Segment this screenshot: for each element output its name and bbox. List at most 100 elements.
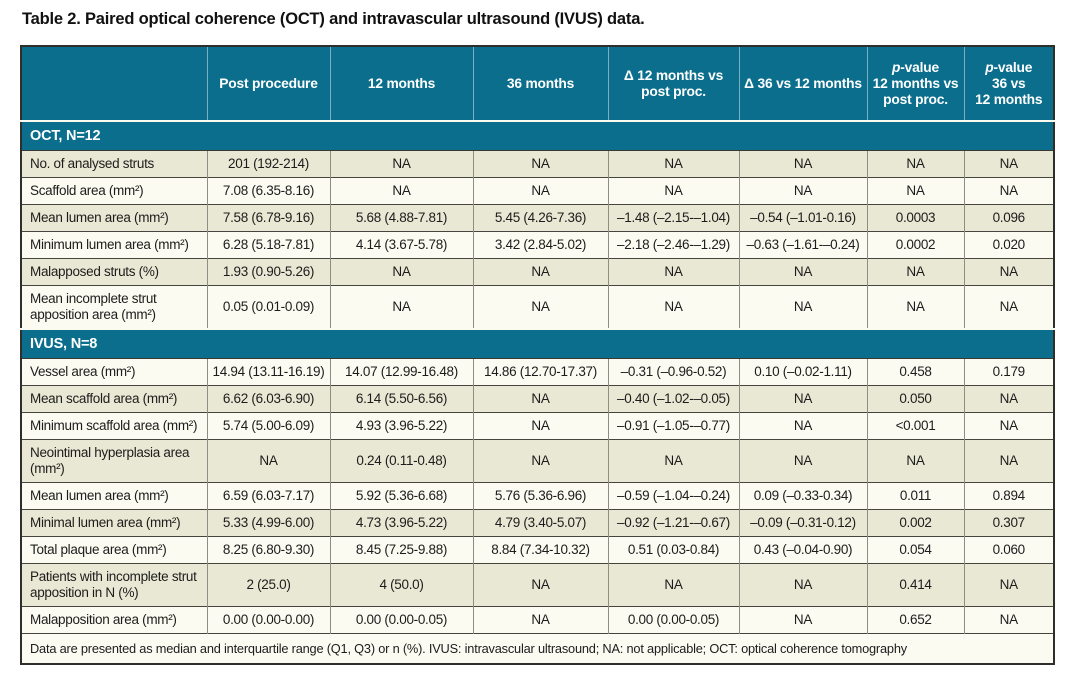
table-cell: NA [472,150,608,178]
table-cell: 0.00 (0.00-0.05) [607,606,739,634]
table-cell: 0.011 [866,482,964,510]
table-cell: 4 (50.0) [329,563,473,607]
row-label: Minimum lumen area (mm²) [21,231,207,259]
table-cell: 8.25 (6.80-9.30) [206,536,330,564]
table-cell: –0.54 (–1.01-0.16) [738,204,867,232]
footnote-row: Data are presented as median and interqu… [21,633,1054,664]
table-row: No. of analysed struts 201 (192-214) NA NA N… [21,150,1054,178]
table-cell: NA [472,563,608,607]
table-cell: –0.40 (–1.02-–0.05) [607,385,739,413]
table-row: Vessel area (mm²) 14.94 (13.11-16.19) 14.0… [21,358,1054,386]
table-row: Malapposed struts (%) 1.93 (0.90-5.26) NA N… [21,258,1054,286]
table-cell: NA [738,606,867,634]
table-cell: 2 (25.0) [206,563,330,607]
table-cell: 0.020 [963,231,1054,259]
row-label: Mean scaffold area (mm²) [21,385,207,413]
section-header-row: IVUS, N=8 [21,328,1054,359]
table-cell: 4.14 (3.67-5.78) [329,231,473,259]
table-cell: 0.51 (0.03-0.84) [607,536,739,564]
table-cell: 7.08 (6.35-8.16) [206,177,330,205]
table-cell: NA [866,150,964,178]
table-cell: NA [472,385,608,413]
table-cell: NA [963,606,1054,634]
table-cell: –0.31 (–0.96-0.52) [607,358,739,386]
row-label: Neointimal hyperplasia area (mm²) [21,439,207,483]
table-cell: NA [607,439,739,483]
table-cell: 0.00 (0.00-0.05) [329,606,473,634]
table-row: Total plaque area (mm²) 8.25 (6.80-9.30) 8… [21,536,1054,564]
col-header-label: p-value [985,59,1033,75]
table-cell: <0.001 [866,412,964,440]
col-header-label: 12 months vs [872,75,959,91]
col-header-pvalue-36-vs-12: p-value 36 vs 12 months [963,46,1054,121]
table-cell: 0.307 [963,509,1054,537]
table-cell: 0.00 (0.00-0.00) [206,606,330,634]
table-cell: 5.68 (4.88-7.81) [329,204,473,232]
table-cell: NA [472,258,608,286]
table-cell: NA [738,563,867,607]
table-cell: 1.93 (0.90-5.26) [206,258,330,286]
table-cell: 0.652 [866,606,964,634]
table-cell: 8.84 (7.34-10.32) [472,536,608,564]
table-cell: NA [963,412,1054,440]
row-label: Malapposed struts (%) [21,258,207,286]
header-row: Post procedure 12 months 36 months Δ 12 … [21,46,1054,121]
table-cell: NA [738,177,867,205]
table-cell: 0.096 [963,204,1054,232]
table-cell: 3.42 (2.84-5.02) [472,231,608,259]
row-label: Mean lumen area (mm²) [21,482,207,510]
table-cell: –1.48 (–2.15-–1.04) [607,204,739,232]
table-cell: –0.63 (–1.61-–0.24) [738,231,867,259]
table-cell: 5.33 (4.99-6.00) [206,509,330,537]
table-cell: NA [329,150,473,178]
table-cell: 0.414 [866,563,964,607]
table-cell: 6.62 (6.03-6.90) [206,385,330,413]
table-cell: 0.10 (–0.02-1.11) [738,358,867,386]
col-header-label: Δ 36 vs 12 months [744,75,862,91]
col-header-label: 36 vs [991,75,1026,91]
table-cell: NA [738,285,867,329]
table-cell: –0.91 (–1.05-–0.77) [607,412,739,440]
table-cell: –2.18 (–2.46-–1.29) [607,231,739,259]
col-header-label: 12 months [975,91,1043,107]
col-header-parameter [21,46,207,121]
table-cell: NA [329,177,473,205]
table-cell: NA [206,439,330,483]
table-cell: –0.92 (–1.21-–0.67) [607,509,739,537]
table-cell: NA [963,385,1054,413]
table-cell: NA [472,439,608,483]
table-cell: 14.07 (12.99-16.48) [329,358,473,386]
table-cell: 6.14 (5.50-6.56) [329,385,473,413]
row-label: Minimal lumen area (mm²) [21,509,207,537]
table-row: Minimal lumen area (mm²) 5.33 (4.99-6.00)… [21,509,1054,537]
table-row: Mean scaffold area (mm²) 6.62 (6.03-6.90)… [21,385,1054,413]
table-cell: –0.09 (–0.31-0.12) [738,509,867,537]
col-header-12-months: 12 months [329,46,473,121]
table-cell: 0.09 (–0.33-0.34) [738,482,867,510]
table-cell: 4.93 (3.96-5.22) [329,412,473,440]
table-cell: NA [329,258,473,286]
table-cell: NA [866,258,964,286]
table-row: Neointimal hyperplasia area (mm²) NA 0.24 … [21,439,1054,483]
section-title: OCT, N=12 [21,120,1054,151]
table-cell: NA [963,439,1054,483]
table-cell: 0.05 (0.01-0.09) [206,285,330,329]
table-cell: NA [607,258,739,286]
table-cell: 5.76 (5.36-6.96) [472,482,608,510]
table-cell: 0.43 (–0.04-0.90) [738,536,867,564]
section-title: IVUS, N=8 [21,328,1054,359]
section-header-row: OCT, N=12 [21,120,1054,151]
row-label: Mean lumen area (mm²) [21,204,207,232]
table-cell: NA [472,177,608,205]
table-cell: 0.894 [963,482,1054,510]
table-cell: NA [472,412,608,440]
table-cell: NA [607,150,739,178]
table-cell: NA [329,285,473,329]
table-cell: NA [963,258,1054,286]
table-cell: 0.050 [866,385,964,413]
table-cell: 14.86 (12.70-17.37) [472,358,608,386]
table-cell: 5.92 (5.36-6.68) [329,482,473,510]
table-cell: 14.94 (13.11-16.19) [206,358,330,386]
col-header-delta-36-vs-12: Δ 36 vs 12 months [738,46,867,121]
